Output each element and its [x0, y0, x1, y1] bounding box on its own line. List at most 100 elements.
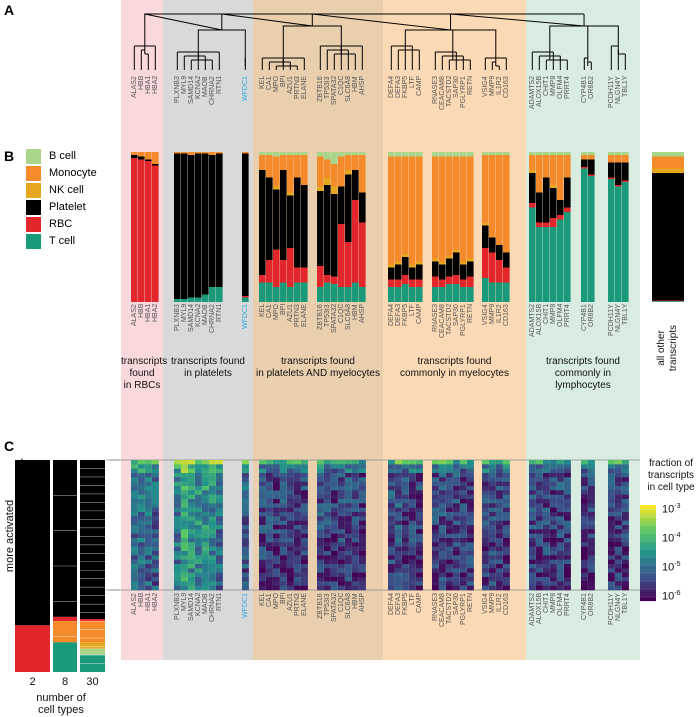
gene-label-bottom: RTN1	[215, 593, 223, 612]
heatmap-cell	[622, 520, 629, 526]
heatmap-cell	[301, 481, 308, 487]
heatmap-cell	[557, 468, 564, 474]
heatmap-cell	[188, 538, 195, 543]
bar-segment-t-cell	[395, 287, 402, 302]
heatmap-cell	[467, 581, 474, 586]
bar-segment-t-cell	[543, 227, 550, 302]
heatmap-cell	[543, 564, 550, 569]
heatmap-cell	[359, 538, 366, 543]
heatmap-cell	[259, 494, 266, 500]
heatmap-cell	[482, 568, 489, 573]
heatmap-cell	[395, 538, 402, 543]
gene-label-bottom: TP53I3	[323, 593, 331, 616]
heatmap-cell	[588, 460, 595, 465]
heatmap-cell	[280, 464, 287, 469]
bar-segment-b-cell	[503, 152, 510, 155]
heatmap-cell	[345, 529, 352, 534]
heatmap-cell	[608, 486, 615, 491]
heatmap-cell	[388, 507, 395, 513]
heatmap-cell	[145, 538, 152, 543]
gene-label-bottom: IL1R2	[495, 593, 503, 612]
heatmap-cell	[324, 559, 331, 565]
heatmap-cell	[152, 477, 159, 482]
heatmap-cell	[622, 581, 629, 586]
heatmap-cell	[195, 564, 202, 569]
heatmap-cell	[174, 477, 181, 482]
heatmap-cell	[550, 585, 557, 591]
heatmap-cell	[266, 568, 273, 573]
heatmap-cell	[482, 572, 489, 578]
bar-segment-nk-cell	[482, 222, 489, 226]
heatmap-cell	[453, 477, 460, 482]
heatmap-cell	[388, 538, 395, 543]
heatmap-cell	[338, 529, 345, 534]
bar-segment-monocyte	[529, 155, 536, 170]
heatmap-cell	[259, 525, 266, 530]
heatmap-cell	[181, 568, 188, 573]
heatmap-cell	[345, 572, 352, 578]
heatmap-cell	[489, 542, 496, 547]
heatmap-cell	[529, 525, 536, 530]
heatmap-cell	[338, 468, 345, 474]
heatmap-cell	[496, 468, 503, 474]
heatmap-cell	[273, 494, 280, 500]
heatmap-cell	[460, 546, 467, 552]
heatmap-cell	[402, 538, 409, 543]
heatmap-cell	[287, 468, 294, 474]
heatmap-cell	[482, 533, 489, 539]
bar-segment-monocyte	[622, 155, 629, 163]
heatmap-cell	[608, 555, 615, 560]
heatmap-cell	[259, 572, 266, 578]
heatmap-cell	[503, 572, 510, 578]
heatmap-cell	[287, 533, 294, 539]
heatmap-cell	[352, 490, 359, 495]
heatmap-cell	[209, 564, 216, 569]
gene-label-top: MYL9	[180, 76, 188, 95]
heatmap-cell	[195, 468, 202, 474]
bar-segment-rbc	[395, 279, 402, 287]
colorbar-step	[640, 572, 656, 574]
bar-segment-rbc	[152, 165, 159, 302]
heatmap-cell	[145, 568, 152, 573]
heatmap-cell	[543, 581, 550, 586]
gene-label-bottom: HBA1	[144, 593, 152, 612]
legend-item-t-cell: T cell	[26, 233, 75, 249]
heatmap-cell	[301, 499, 308, 504]
heatmap-cell	[359, 490, 366, 495]
heatmap-cell	[536, 542, 543, 547]
heatmap-cell	[259, 499, 266, 504]
heatmap-cell	[608, 564, 615, 569]
heatmap-cell	[216, 503, 223, 508]
heatmap-cell	[453, 490, 460, 495]
heatmap-cell	[174, 486, 181, 491]
heatmap-cell	[529, 512, 536, 517]
heatmap-cell	[317, 512, 324, 517]
heatmap-cell	[564, 572, 571, 578]
gene-label-top: HBM	[351, 76, 359, 92]
heatmap-cell	[503, 559, 510, 565]
colorbar-step	[640, 545, 656, 547]
heatmap-cell	[388, 481, 395, 487]
heatmap-cell	[622, 481, 629, 487]
heatmap-cell	[467, 512, 474, 517]
gene-label-bottom: TBL1Y	[621, 593, 629, 615]
heatmap-cell	[608, 538, 615, 543]
heatmap-cell	[608, 568, 615, 573]
bar-segment-monocyte	[543, 155, 550, 178]
heatmap-cell	[446, 525, 453, 530]
heatmap-cell	[439, 559, 446, 565]
heatmap-cell	[294, 533, 301, 539]
heatmap-cell	[195, 585, 202, 591]
heatmap-cell	[489, 525, 496, 530]
heatmap-cell	[338, 473, 345, 478]
heatmap-cell	[181, 460, 188, 465]
heatmap-cell	[174, 568, 181, 573]
heatmap-cell	[259, 529, 266, 534]
bar-segment-platelet	[557, 200, 564, 215]
heatmap-cell	[331, 564, 338, 569]
heatmap-cell	[608, 542, 615, 547]
heatmap-cell	[174, 555, 181, 560]
heatmap-cell	[395, 499, 402, 504]
group-caption: transcripts found in platelets AND myelo…	[256, 356, 380, 379]
heatmap-cell	[209, 585, 216, 591]
